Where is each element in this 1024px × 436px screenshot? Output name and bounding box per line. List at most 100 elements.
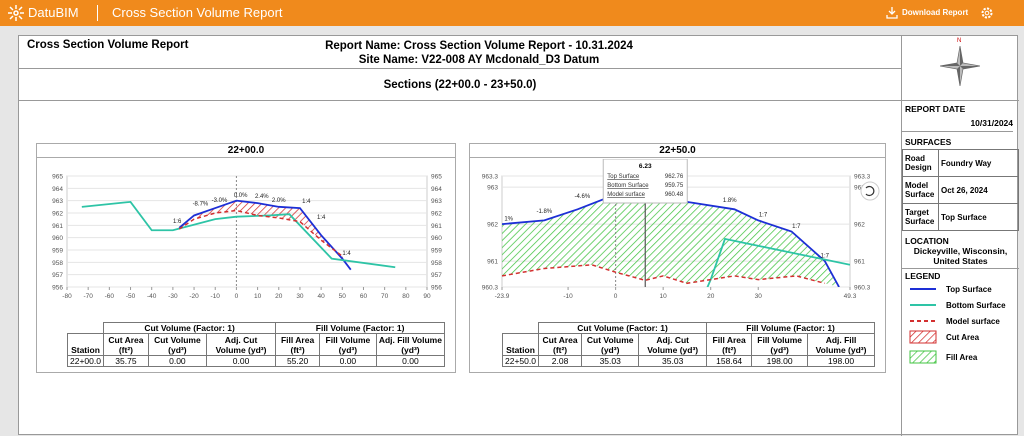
surface-value: Top Surface <box>938 203 1019 231</box>
x-tick-label: 60 <box>360 293 368 300</box>
x-tick-label: -20 <box>189 293 199 300</box>
y-tick-label: 962 <box>854 222 865 229</box>
y-tick-label: 962 <box>487 222 498 229</box>
y-tick-label: 960.3 <box>482 285 499 292</box>
table-cell: 55.20 <box>275 355 320 367</box>
table-blank <box>67 322 104 334</box>
y-tick-label: 965 <box>52 174 63 181</box>
x-tick-label: 20 <box>707 293 715 300</box>
legend-label: LEGEND <box>905 271 941 281</box>
x-tick-label: 10 <box>660 293 668 300</box>
y-tick-label: 959 <box>52 248 63 255</box>
page-title: Cross Section Volume Report <box>112 5 283 20</box>
series-line <box>178 199 352 271</box>
x-tick-label: 30 <box>755 293 763 300</box>
x-tick-label: 70 <box>381 293 389 300</box>
table-cell: 35.03 <box>638 355 708 367</box>
location-label: LOCATION <box>905 236 949 246</box>
table-row: 22+50.0 2.08 35.03 35.03 158.64 198.00 198.00 <box>502 355 875 367</box>
y-tick-label: 963 <box>52 198 63 205</box>
series-line <box>81 200 396 269</box>
tooltip-title: 6.23 <box>639 163 652 170</box>
y-tick-label: 963.3 <box>854 174 871 181</box>
slope-label: -8.7% <box>193 202 209 208</box>
chart-panel: 22+00.0 956 956 957 957 958 958 959 959 960 960 96… <box>36 143 456 373</box>
table-header: Adj. Fill Volume (yd³) <box>375 333 446 356</box>
slope-label: 1:6 <box>173 219 182 225</box>
report-name: Report Name: Cross Section Volume Report… <box>325 40 633 52</box>
table-row: Station Cut Area (ft²) Cut Volume (yd³) Adj… <box>502 333 875 356</box>
x-tick-label: -70 <box>83 293 93 300</box>
legend: Top Surface Bottom Surface Model surface Cu… <box>909 285 1006 364</box>
table-cell: 22+50.0 <box>502 355 539 367</box>
y-tick-label: 963 <box>431 198 442 205</box>
surface-value: Oct 26, 2024 <box>938 176 1019 204</box>
table-header: Adj. Fill Volume (yd³) <box>807 333 875 356</box>
tooltip-key: Top Surface <box>607 174 640 180</box>
divider <box>97 5 98 21</box>
x-tick-label: -10 <box>211 293 221 300</box>
y-tick-label: 963 <box>487 185 498 192</box>
slope-label: 1:7 <box>759 213 768 219</box>
table-blank <box>502 322 539 334</box>
chart-title: 22+50.0 <box>470 144 885 158</box>
slope-label: -4.6% <box>575 194 591 200</box>
table-cell: 0.00 <box>375 355 446 367</box>
surface-row: Model Surface Oct 26, 2024 <box>902 176 1019 204</box>
legend-label: Fill Area <box>946 353 978 362</box>
y-tick-label: 965 <box>431 174 442 181</box>
table-group-header: Fill Volume (Factor: 1) <box>275 322 445 334</box>
legend-label: Model surface <box>946 317 1000 326</box>
y-tick-label: 956 <box>52 285 63 292</box>
tooltip-box <box>602 159 688 204</box>
x-tick-label: -23.9 <box>495 293 510 300</box>
slope-label: 1:7 <box>792 224 801 230</box>
report-date: 10/31/2024 <box>902 118 1013 132</box>
slope-label: -3.0% <box>212 198 228 204</box>
reset-button[interactable] <box>860 181 880 201</box>
y-tick-label: 964 <box>431 186 442 193</box>
y-tick-label: 963 <box>854 185 865 192</box>
sidebar: N REPORT DATE 10/31/2024 SURFACES Road D… <box>902 36 1019 436</box>
top-bar: DatuBIM Cross Section Volume Report Down… <box>0 0 1024 26</box>
sections-row: Sections (22+00.0 - 23+50.0) <box>19 69 901 101</box>
table-cell: 198.00 <box>751 355 809 367</box>
tooltip-value: 960.48 <box>665 192 684 198</box>
tooltip-value: 959.75 <box>665 183 684 189</box>
slope-label: 1:4 <box>317 215 326 221</box>
table-cell: 0.00 <box>205 355 277 367</box>
settings-icon[interactable] <box>980 6 994 20</box>
report-header: Cross Section Volume Report Report Name:… <box>19 36 901 69</box>
table-cell: 35.75 <box>102 355 149 367</box>
table-cell: 2.08 <box>537 355 583 367</box>
table-header: Fill Area (ft²) <box>275 333 320 356</box>
table-cell: 158.64 <box>706 355 753 367</box>
surfaces-label: SURFACES <box>905 137 952 147</box>
location: Dickeyville, Wisconsin, United States <box>902 246 1019 269</box>
table-header: Cut Area (ft²) <box>537 333 583 356</box>
table-cell: 0.00 <box>318 355 377 367</box>
download-icon[interactable] <box>886 6 898 19</box>
chart: 960.3 960.3 961 961 962 962 963 963 963.3 963.3 -2… <box>482 159 880 300</box>
slope-label: 0.0% <box>234 193 248 199</box>
x-tick-label: 10 <box>254 293 262 300</box>
table-header: Cut Volume (yd³) <box>581 333 640 356</box>
tooltip-key: Model surface <box>607 192 645 198</box>
table-row: Station Cut Area (ft²) Cut Volume (yd³) Adj… <box>67 333 446 356</box>
table-group-header: Cut Volume (Factor: 1) <box>102 322 277 334</box>
y-tick-label: 960.3 <box>854 285 871 292</box>
table-row: Cut Volume (Factor: 1) Fill Volume (Facto… <box>67 322 445 334</box>
report: Cross Section Volume Report Report Name:… <box>18 35 1019 436</box>
y-tick-label: 958 <box>431 260 442 267</box>
y-tick-label: 957 <box>52 272 63 279</box>
x-tick-label: 50 <box>339 293 347 300</box>
series-line <box>502 264 825 285</box>
table-header: Adj. Cut Volume (yd³) <box>205 333 277 356</box>
logo-icon <box>8 5 24 21</box>
x-tick-label: 49.3 <box>844 293 857 300</box>
table-cell: 35.03 <box>581 355 640 367</box>
download-button[interactable]: Download Report <box>902 8 969 17</box>
compass-box: N <box>902 36 1019 101</box>
table-header: Fill Volume (yd³) <box>318 333 377 356</box>
slope-label: 1% <box>504 216 513 222</box>
